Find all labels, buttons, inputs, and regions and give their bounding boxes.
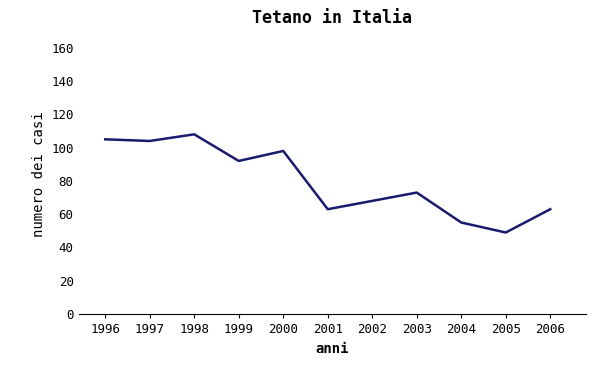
Y-axis label: numero dei casi: numero dei casi: [31, 111, 46, 237]
X-axis label: anni: anni: [315, 342, 349, 356]
Title: Tetano in Italia: Tetano in Italia: [252, 9, 412, 27]
